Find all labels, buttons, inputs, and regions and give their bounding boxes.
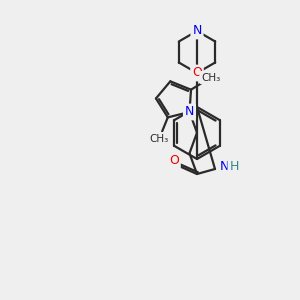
Text: N: N xyxy=(192,25,202,38)
Text: O: O xyxy=(169,154,179,167)
Text: O: O xyxy=(192,67,202,80)
Text: N: N xyxy=(185,106,194,118)
Text: N: N xyxy=(219,160,229,173)
Text: CH₃: CH₃ xyxy=(201,73,220,82)
Text: CH₃: CH₃ xyxy=(150,134,169,144)
Text: H: H xyxy=(229,160,239,173)
